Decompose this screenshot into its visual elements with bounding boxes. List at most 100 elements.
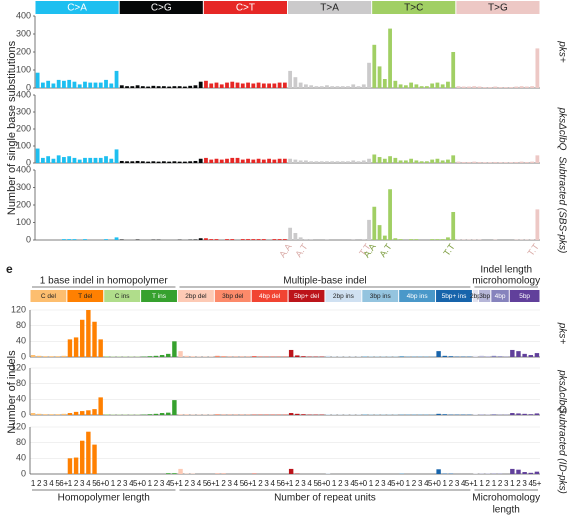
bar — [178, 351, 183, 357]
group-header — [203, 1, 287, 14]
bar — [193, 160, 198, 163]
bar — [472, 161, 477, 163]
x-tick-label: 3 — [264, 479, 269, 488]
bar — [98, 82, 103, 88]
bar — [482, 87, 487, 88]
bar — [335, 161, 340, 163]
x-tick-label: 1 — [406, 479, 411, 488]
x-tick-label: T.T — [441, 241, 457, 257]
bar — [282, 158, 287, 163]
bar — [72, 157, 77, 163]
bar — [43, 414, 48, 415]
x-tick-label: 4 — [234, 479, 239, 488]
group-header — [479, 290, 491, 302]
x-tick-label: 5+ — [133, 479, 142, 488]
bar — [372, 206, 377, 240]
group-header — [141, 290, 177, 302]
y-tick-label: 300 — [16, 182, 31, 192]
bar — [37, 355, 42, 357]
bar — [325, 161, 329, 163]
bar — [440, 160, 445, 163]
group-label: 2bp — [470, 293, 481, 300]
bar — [146, 161, 150, 163]
x-tick-label: 1 — [252, 479, 257, 488]
bar — [188, 85, 193, 88]
x-tick-label: 4 — [86, 479, 91, 488]
y-tick-label: 400 — [16, 89, 31, 99]
group-header — [119, 1, 203, 14]
x-tick-label: 1 — [369, 479, 374, 488]
x-tick-label: 2 — [498, 479, 503, 488]
bar — [335, 86, 340, 88]
bar — [288, 349, 294, 357]
section-title: 1 base indel in homopolymer — [40, 276, 169, 287]
group-label: 4bp del — [259, 293, 281, 300]
x-tick-label: 1 — [31, 479, 36, 488]
bar — [356, 86, 361, 88]
x-tick-label: 4 — [129, 479, 134, 488]
bar — [467, 161, 471, 163]
bar — [193, 239, 198, 240]
bar — [479, 414, 484, 415]
bar — [293, 159, 298, 163]
bar — [172, 473, 177, 474]
x-tick-label: 6+ — [207, 479, 216, 488]
bar — [325, 414, 331, 415]
bar — [514, 161, 519, 163]
x-tick-label: 6+ — [244, 479, 253, 488]
x-tick-label: 4 — [197, 479, 202, 488]
bar — [225, 239, 229, 240]
bar — [309, 239, 314, 240]
bar — [293, 233, 298, 240]
x-tick-label: 5 — [92, 479, 97, 488]
bar — [125, 86, 129, 88]
bar — [367, 219, 371, 240]
bar — [198, 158, 203, 163]
x-tick-label: 5 — [277, 479, 282, 488]
bar — [67, 79, 72, 88]
bar — [377, 66, 382, 88]
bar — [522, 413, 527, 415]
bar — [382, 158, 387, 163]
bar — [80, 440, 85, 474]
bar — [147, 414, 153, 415]
bar — [472, 86, 477, 88]
bar — [288, 227, 293, 240]
x-tick-label: 4 — [529, 479, 534, 488]
bar — [414, 160, 419, 163]
bar — [221, 356, 226, 357]
bar — [482, 162, 487, 163]
bar — [356, 161, 361, 163]
bar — [86, 310, 91, 357]
group-label: T del — [78, 293, 93, 300]
bar — [436, 469, 441, 474]
bar — [256, 239, 261, 240]
bar — [119, 239, 124, 240]
group-header — [399, 290, 436, 302]
x-tick-label: 0 — [363, 479, 368, 488]
bar — [219, 159, 224, 163]
y-tick-label: 40 — [16, 453, 26, 463]
x-tick-label: 3 — [418, 479, 423, 488]
bar — [272, 159, 277, 163]
x-tick-label: 2 — [295, 479, 300, 488]
bar — [184, 414, 189, 415]
group-label: 5bp+ ins — [442, 293, 468, 300]
bar — [295, 355, 300, 357]
bar — [362, 414, 368, 415]
x-tick-label: 6+ — [59, 479, 68, 488]
bar — [153, 355, 159, 357]
bar — [309, 161, 314, 163]
group-header — [214, 290, 251, 302]
x-tick-label: 3 — [160, 479, 165, 488]
bar — [451, 155, 456, 163]
bar — [225, 82, 229, 88]
bar — [393, 157, 398, 163]
bar — [193, 85, 198, 88]
bar — [430, 239, 435, 240]
group-header — [372, 1, 456, 14]
bar — [190, 356, 196, 357]
bar — [178, 414, 183, 415]
bar — [77, 84, 82, 88]
bar — [477, 161, 482, 163]
